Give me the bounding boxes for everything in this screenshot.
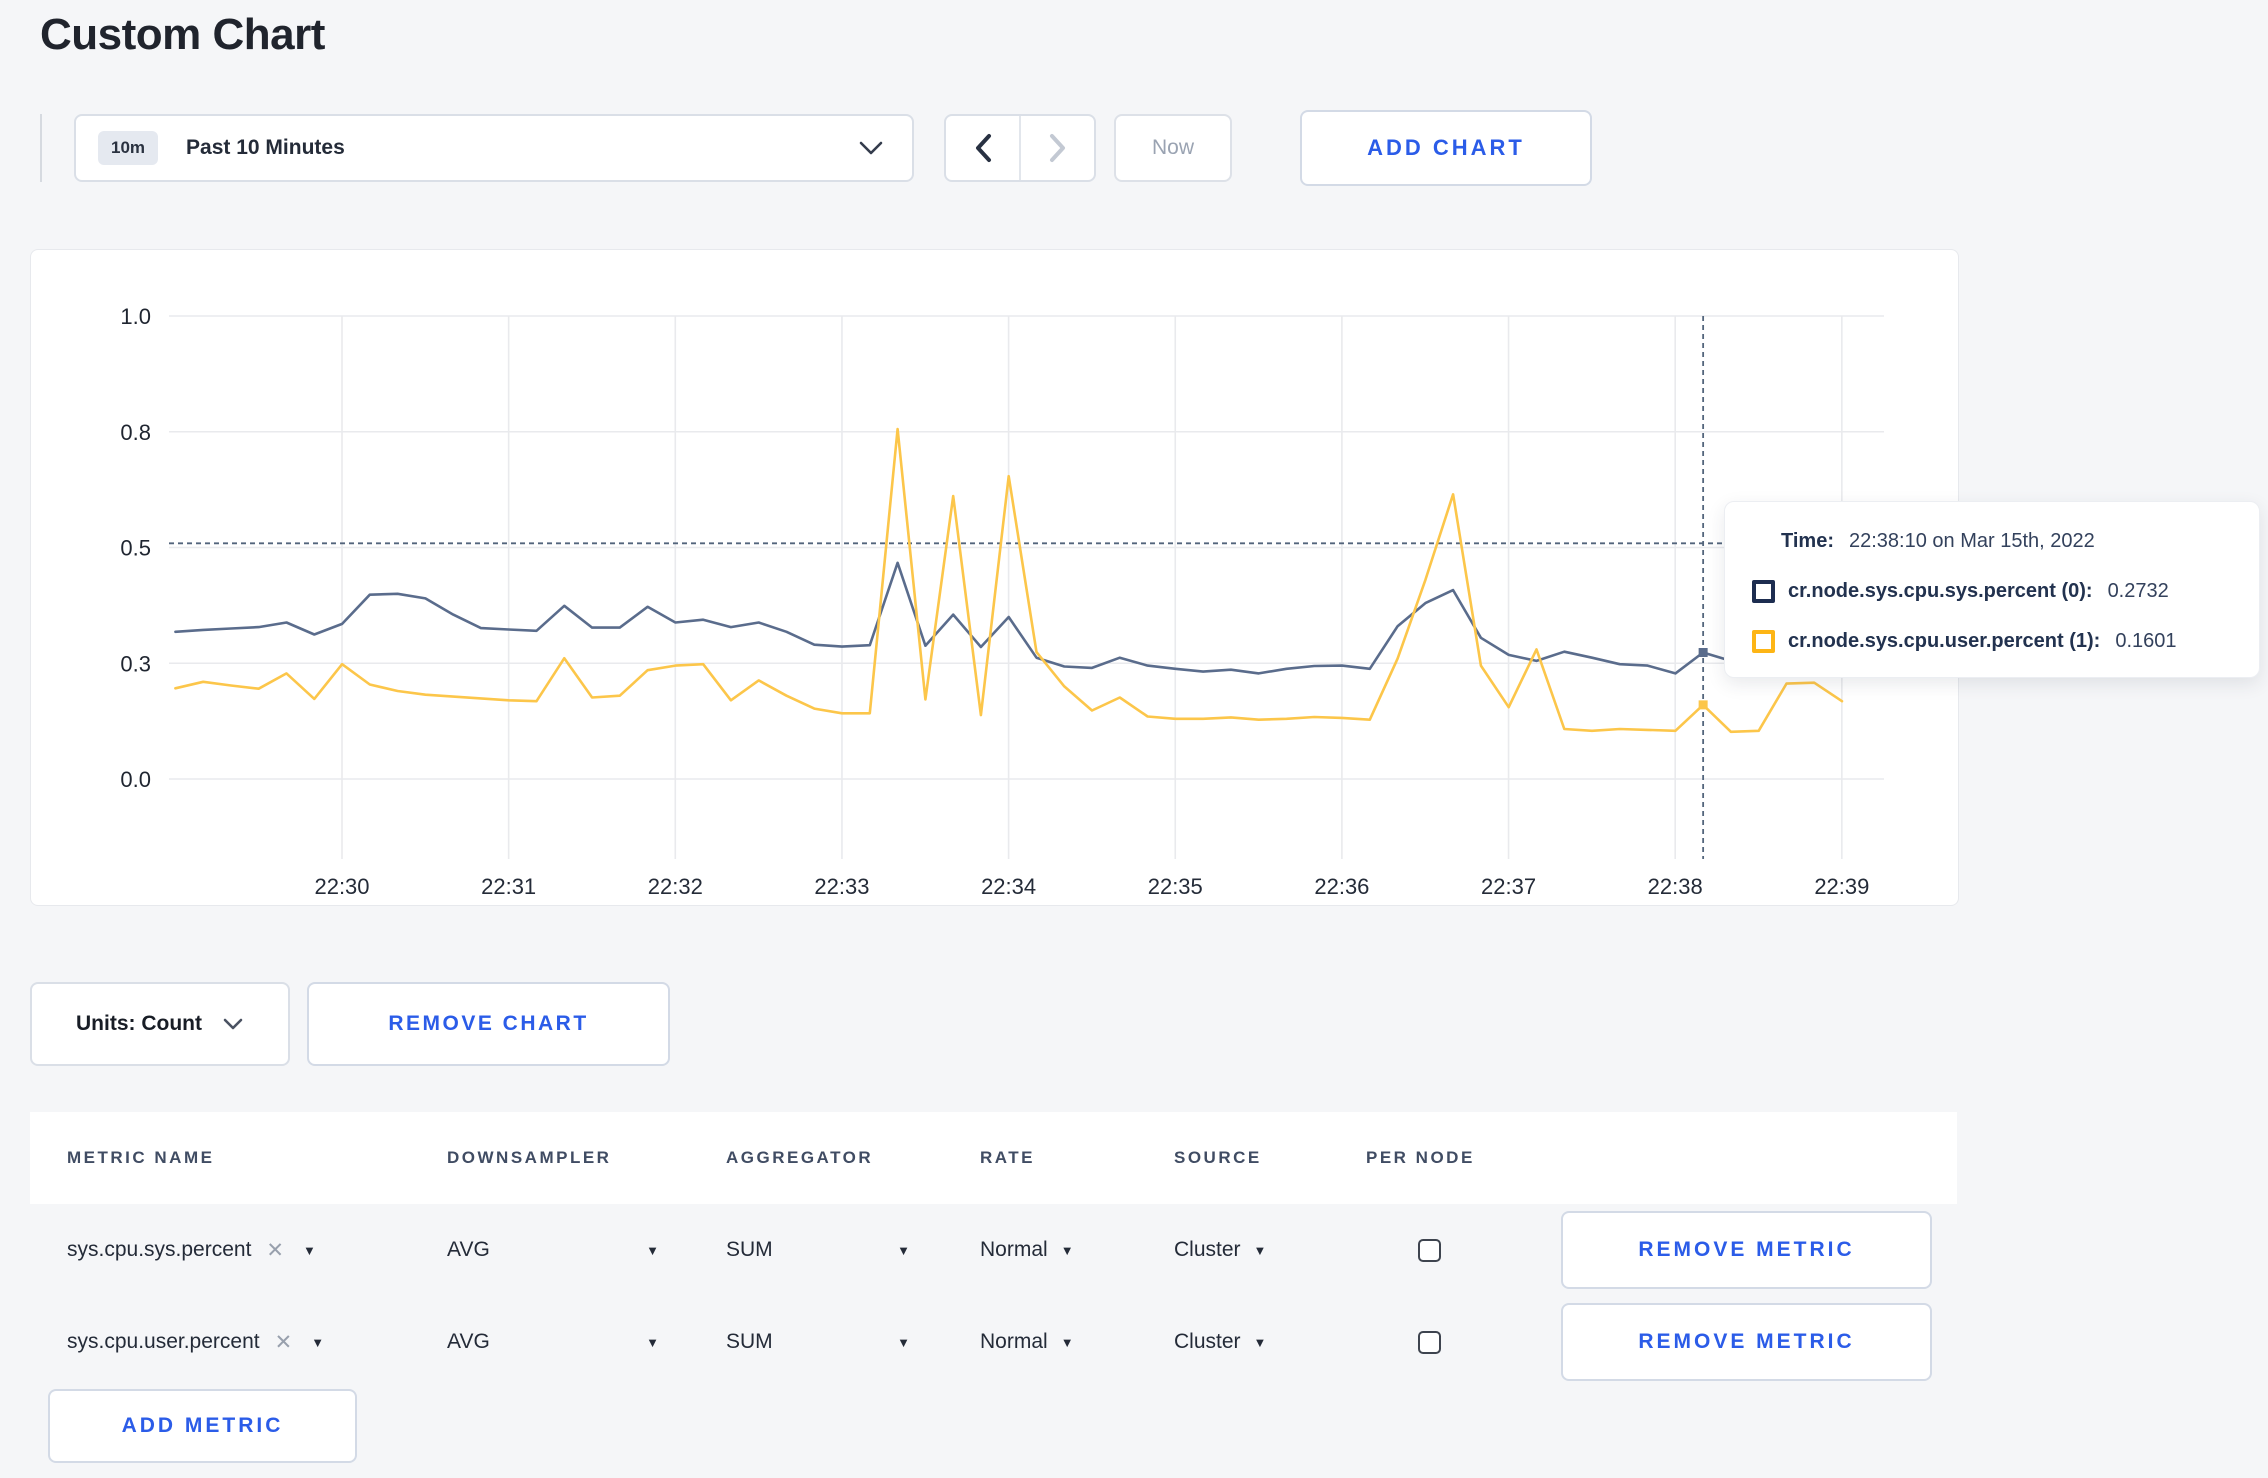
column-header-metric-name: METRIC NAME: [67, 1148, 215, 1167]
caret-down-icon: ▼: [1060, 1242, 1074, 1258]
aggregator-select[interactable]: SUM ▼: [726, 1330, 910, 1354]
y-tick-label: 0.5: [120, 536, 151, 561]
aggregator-select[interactable]: SUM ▼: [726, 1238, 910, 1262]
downsampler-value: AVG: [447, 1330, 490, 1353]
y-tick-label: 0.8: [120, 420, 151, 445]
series-user-swatch-icon: [1752, 629, 1775, 653]
column-header-source: SOURCE: [1174, 1148, 1262, 1167]
hover-point-user: [1698, 700, 1708, 710]
chevron-down-icon: [859, 141, 883, 155]
metrics-table-header: METRIC NAME DOWNSAMPLER AGGREGATOR RATE SOUR…: [30, 1112, 1957, 1204]
hover-point-sys: [1698, 648, 1708, 658]
source-value: Cluster: [1174, 1238, 1241, 1261]
time-range-label: Past 10 Minutes: [186, 136, 345, 159]
metric-table-row: sys.cpu.sys.percent ✕ ▼ AVG ▼ SUM ▼ Norm…: [30, 1204, 1957, 1296]
page-title: Custom Chart: [40, 10, 325, 59]
time-nav-group: [944, 114, 1096, 182]
tooltip-series-user-value: 0.1601: [2115, 629, 2177, 652]
metric-name-value: sys.cpu.sys.percent: [67, 1238, 252, 1261]
time-range-badge: 10m: [98, 131, 159, 165]
clear-metric-icon[interactable]: ✕: [274, 1330, 293, 1354]
rate-select[interactable]: Normal ▼: [980, 1330, 1174, 1354]
caret-down-icon: ▼: [897, 1242, 910, 1258]
source-select[interactable]: Cluster ▼: [1174, 1330, 1366, 1354]
toolbar-left-divider: [40, 114, 42, 182]
time-range-select[interactable]: 10m Past 10 Minutes: [74, 114, 914, 182]
downsampler-select[interactable]: AVG ▼: [447, 1238, 659, 1262]
rate-value: Normal: [980, 1238, 1048, 1261]
rate-select[interactable]: Normal ▼: [980, 1238, 1174, 1262]
now-button[interactable]: Now: [1114, 114, 1232, 182]
column-header-downsampler: DOWNSAMPLER: [447, 1148, 612, 1167]
timeseries-chart[interactable]: 0.0 0.3 0.5 0.8 1.0 22:30 22:31 22:32 22:33 22:34…: [31, 250, 1958, 905]
chart-tooltip: Time: 22:38:10 on Mar 15th, 2022 cr.node…: [1724, 501, 2260, 678]
x-tick-label: 22:32: [648, 874, 703, 899]
caret-down-icon: ▼: [311, 1334, 325, 1350]
caret-down-icon: ▼: [303, 1242, 316, 1258]
x-tick-label: 22:36: [1314, 874, 1369, 899]
tooltip-series-user-name: cr.node.sys.cpu.user.percent (1):: [1788, 629, 2101, 652]
caret-down-icon: ▼: [1253, 1334, 1267, 1350]
column-header-aggregator: AGGREGATOR: [726, 1148, 874, 1167]
downsampler-select[interactable]: AVG ▼: [447, 1330, 659, 1354]
units-select[interactable]: Units: Count: [30, 982, 290, 1066]
metric-name-select[interactable]: sys.cpu.sys.percent ✕ ▼: [67, 1238, 447, 1262]
chevron-down-icon: [223, 1018, 243, 1030]
series-line-user: [174, 427, 1844, 734]
add-metric-button[interactable]: ADD METRIC: [48, 1389, 357, 1463]
source-value: Cluster: [1174, 1330, 1241, 1353]
x-tick-label: 22:35: [1148, 874, 1203, 899]
x-tick-label: 22:38: [1648, 874, 1703, 899]
caret-down-icon: ▼: [897, 1334, 910, 1350]
series-line-sys: [174, 561, 1844, 675]
tooltip-series-sys-name: cr.node.sys.cpu.sys.percent (0):: [1788, 579, 2093, 602]
aggregator-value: SUM: [726, 1330, 773, 1353]
caret-down-icon: ▼: [646, 1334, 659, 1350]
y-tick-label: 0.0: [120, 767, 151, 792]
chart-card: 0.0 0.3 0.5 0.8 1.0 22:30 22:31 22:32 22:33 22:34…: [30, 249, 1959, 906]
y-tick-label: 0.3: [120, 651, 151, 676]
remove-metric-button[interactable]: REMOVE METRIC: [1561, 1303, 1932, 1381]
column-header-per-node: PER NODE: [1366, 1148, 1475, 1167]
add-chart-button[interactable]: ADD CHART: [1300, 110, 1592, 186]
remove-chart-button[interactable]: REMOVE CHART: [307, 982, 670, 1066]
aggregator-value: SUM: [726, 1238, 773, 1261]
remove-metric-button[interactable]: REMOVE METRIC: [1561, 1211, 1932, 1289]
tooltip-series-sys-value: 0.2732: [2107, 579, 2169, 602]
tooltip-time-label: Time:: [1781, 529, 1834, 552]
x-tick-label: 22:30: [314, 874, 369, 899]
column-header-rate: RATE: [980, 1148, 1036, 1167]
clear-metric-icon[interactable]: ✕: [266, 1238, 285, 1262]
prev-time-button[interactable]: [946, 116, 1019, 180]
metric-name-value: sys.cpu.user.percent: [67, 1330, 260, 1353]
x-tick-label: 22:33: [814, 874, 869, 899]
rate-value: Normal: [980, 1330, 1048, 1353]
per-node-checkbox[interactable]: [1418, 1330, 1441, 1354]
x-tick-label: 22:34: [981, 874, 1036, 899]
chevron-left-icon: [975, 134, 991, 162]
series-sys-swatch-icon: [1752, 579, 1775, 603]
caret-down-icon: ▼: [646, 1242, 659, 1258]
tooltip-time-value: 22:38:10 on Mar 15th, 2022: [1848, 529, 2095, 552]
source-select[interactable]: Cluster ▼: [1174, 1238, 1366, 1262]
per-node-checkbox[interactable]: [1418, 1238, 1441, 1262]
caret-down-icon: ▼: [1060, 1334, 1074, 1350]
y-tick-label: 1.0: [120, 304, 151, 329]
units-label: Units: Count: [76, 1012, 202, 1035]
next-time-button[interactable]: [1019, 116, 1094, 180]
chevron-right-icon: [1049, 134, 1065, 162]
downsampler-value: AVG: [447, 1238, 490, 1261]
x-tick-label: 22:39: [1814, 874, 1869, 899]
metric-name-select[interactable]: sys.cpu.user.percent ✕ ▼: [67, 1330, 447, 1354]
x-tick-label: 22:31: [481, 874, 536, 899]
x-tick-label: 22:37: [1481, 874, 1536, 899]
caret-down-icon: ▼: [1253, 1242, 1267, 1258]
metric-table-row: sys.cpu.user.percent ✕ ▼ AVG ▼ SUM ▼ Nor…: [30, 1296, 1957, 1388]
